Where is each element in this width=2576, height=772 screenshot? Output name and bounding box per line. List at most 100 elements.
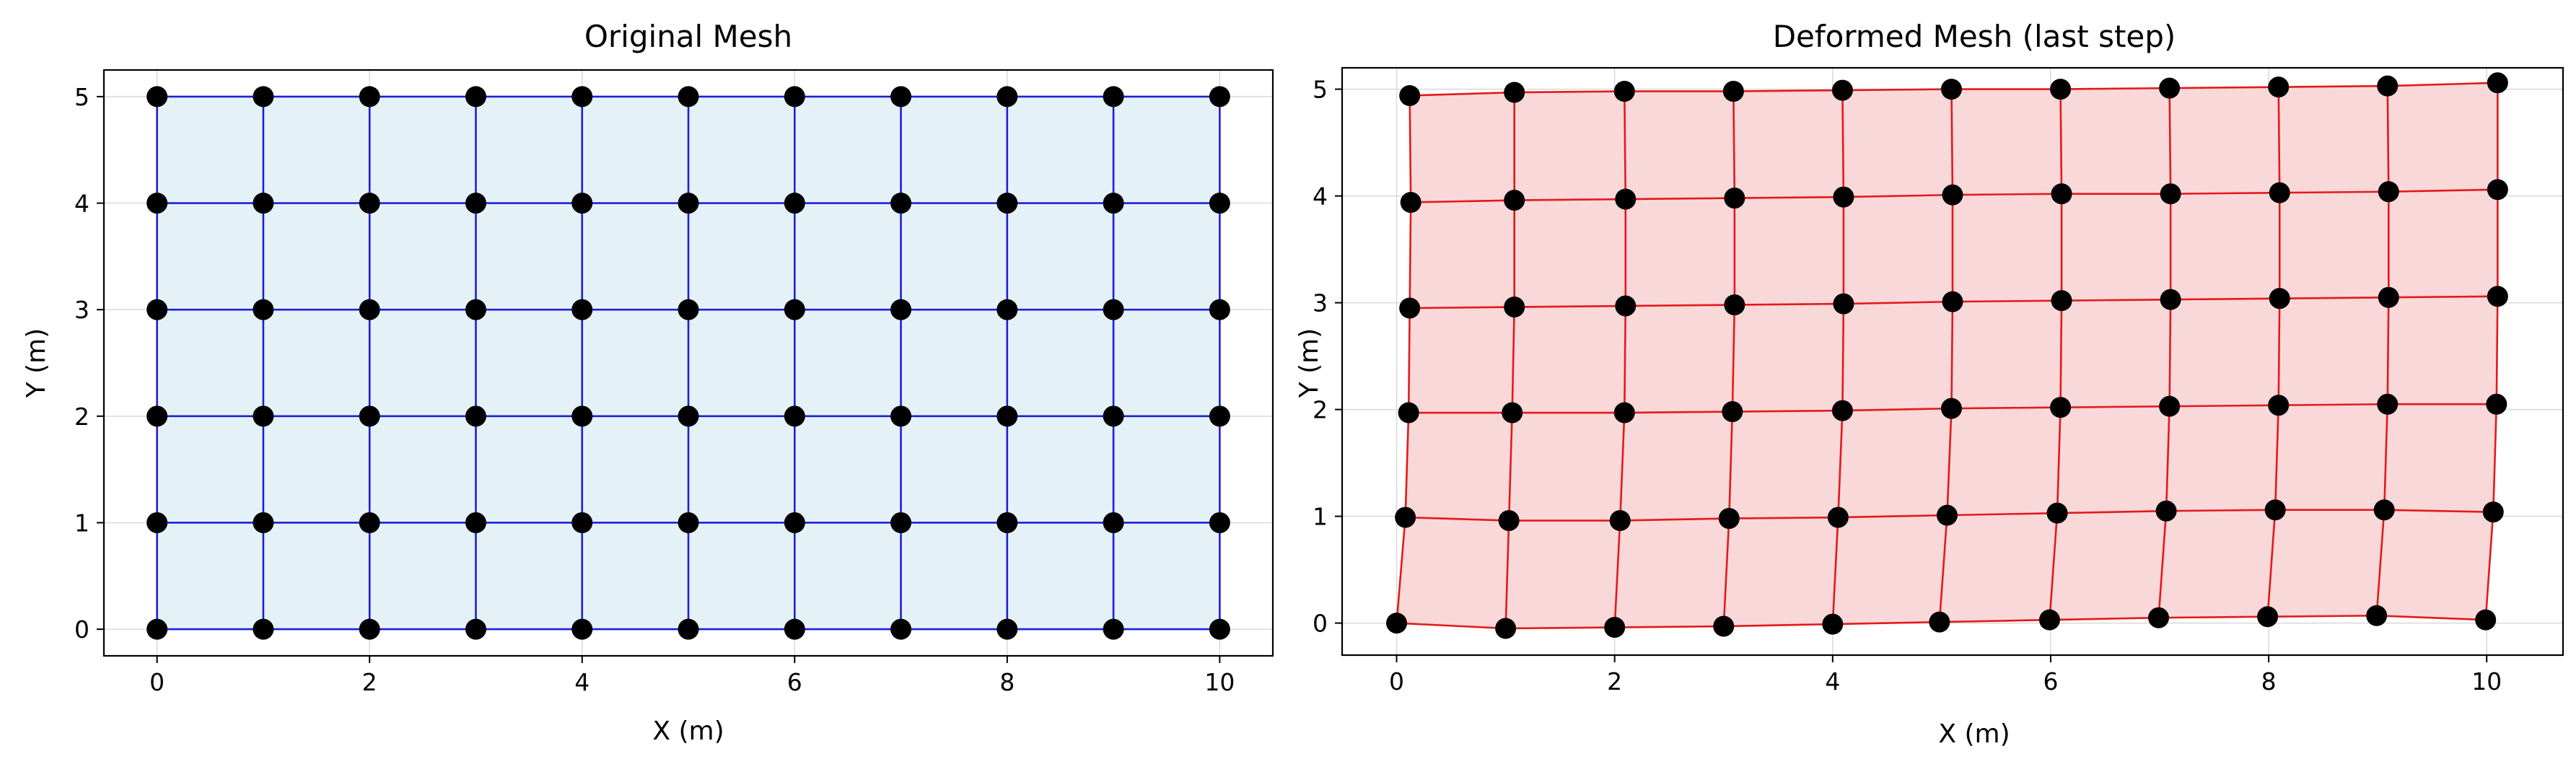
mesh-node <box>1722 81 1744 102</box>
mesh-node <box>1103 512 1124 533</box>
mesh-element <box>901 416 1007 523</box>
mesh-node <box>1613 81 1635 102</box>
mesh-node <box>2051 290 2072 312</box>
mesh-element <box>794 416 901 523</box>
mesh-node <box>1718 508 1740 530</box>
mesh-element <box>1842 302 1953 411</box>
mesh-element <box>263 310 370 416</box>
mesh-node <box>1399 297 1421 319</box>
mesh-element <box>2057 406 2170 514</box>
mesh-column-line <box>1831 90 1845 625</box>
mesh-element <box>1007 416 1114 523</box>
mesh-node <box>1209 299 1230 320</box>
mesh-column-line <box>1722 91 1736 627</box>
mesh-element <box>688 416 795 523</box>
mesh-element <box>794 203 901 310</box>
mesh-element <box>1951 300 2062 409</box>
mesh-node <box>1724 188 1745 209</box>
mesh-element <box>1409 307 1515 413</box>
mesh-node <box>1827 506 1849 528</box>
mesh-node <box>1103 299 1124 320</box>
mesh-node <box>359 512 380 533</box>
mesh-node <box>465 86 486 108</box>
mesh-node <box>996 193 1018 214</box>
mesh-column-line <box>2049 89 2063 620</box>
mesh-element <box>794 96 901 203</box>
mesh-element <box>157 96 263 203</box>
mesh-element <box>1505 520 1621 628</box>
mesh-element <box>1624 304 1735 413</box>
mesh-node <box>2487 286 2508 307</box>
mesh-element <box>2170 193 2280 300</box>
mesh-element <box>157 416 263 523</box>
mesh-element <box>1838 408 1952 518</box>
mesh-element <box>2279 191 2389 299</box>
mesh-element <box>2158 509 2276 618</box>
mesh-node <box>571 299 593 320</box>
x-tick-label: 6 <box>787 668 802 696</box>
mesh-node <box>2046 502 2068 524</box>
mesh-element <box>2060 88 2171 194</box>
mesh-node <box>784 512 805 533</box>
mesh-node <box>1504 190 1525 211</box>
mesh-element <box>369 203 476 310</box>
mesh-node <box>1613 402 1635 424</box>
y-tick-label: 1 <box>1313 503 1328 531</box>
mesh-node <box>1833 293 1854 315</box>
mesh-element <box>2169 298 2280 407</box>
mesh-node <box>2482 501 2504 523</box>
mesh-element <box>476 310 582 416</box>
mesh-node <box>2487 179 2508 201</box>
mesh-node <box>2159 77 2181 99</box>
mesh-node <box>1713 615 1735 637</box>
axes-frame <box>102 69 1274 657</box>
mesh-node <box>678 618 699 640</box>
mesh-node <box>678 86 699 108</box>
mesh-node <box>890 618 912 640</box>
mesh-element <box>901 203 1007 310</box>
mesh-node <box>678 193 699 214</box>
mesh-node <box>996 405 1018 427</box>
mesh-node <box>2378 286 2399 308</box>
mesh-node <box>890 86 912 108</box>
mesh-element <box>263 96 370 203</box>
mesh-element <box>1509 413 1625 521</box>
mesh-element <box>1409 200 1515 308</box>
mesh-node <box>2269 288 2290 310</box>
mesh-element <box>1734 197 1844 305</box>
mesh-node <box>890 299 912 320</box>
mesh-element <box>1007 522 1114 630</box>
mesh-element <box>794 310 901 416</box>
mesh-node <box>2475 609 2497 631</box>
mesh-node <box>2264 499 2286 521</box>
mesh-element <box>2387 296 2498 405</box>
y-tick-label: 3 <box>1313 289 1328 317</box>
x-tick-label: 10 <box>2471 667 2502 696</box>
mesh-element <box>1842 89 1953 198</box>
mesh-node <box>146 193 168 214</box>
mesh-element <box>263 522 370 630</box>
mesh-node <box>996 512 1018 533</box>
mesh-node <box>359 405 380 427</box>
mesh-column-line <box>2484 82 2499 620</box>
mesh-node <box>1395 506 1416 528</box>
mesh-column-line <box>1613 91 1627 628</box>
mesh-node <box>1936 504 1958 526</box>
mesh-element <box>901 522 1007 630</box>
mesh-element <box>1113 96 1220 203</box>
mesh-element <box>369 310 476 416</box>
mesh-element <box>1729 411 1843 519</box>
mesh-element <box>1614 518 1730 628</box>
mesh-node <box>1831 400 1853 421</box>
y-tick-label: 3 <box>74 296 89 324</box>
mesh-element <box>1939 513 2058 623</box>
mesh-node <box>1833 186 1854 208</box>
mesh-node <box>1615 295 1637 317</box>
mesh-node <box>1929 611 1950 633</box>
mesh-node <box>2050 397 2072 418</box>
y-axis-label: Y (m) <box>22 328 51 399</box>
mesh-element <box>1007 96 1114 203</box>
y-tick-label: 0 <box>74 615 89 644</box>
mesh-node <box>2050 79 2072 100</box>
mesh-element <box>901 96 1007 203</box>
